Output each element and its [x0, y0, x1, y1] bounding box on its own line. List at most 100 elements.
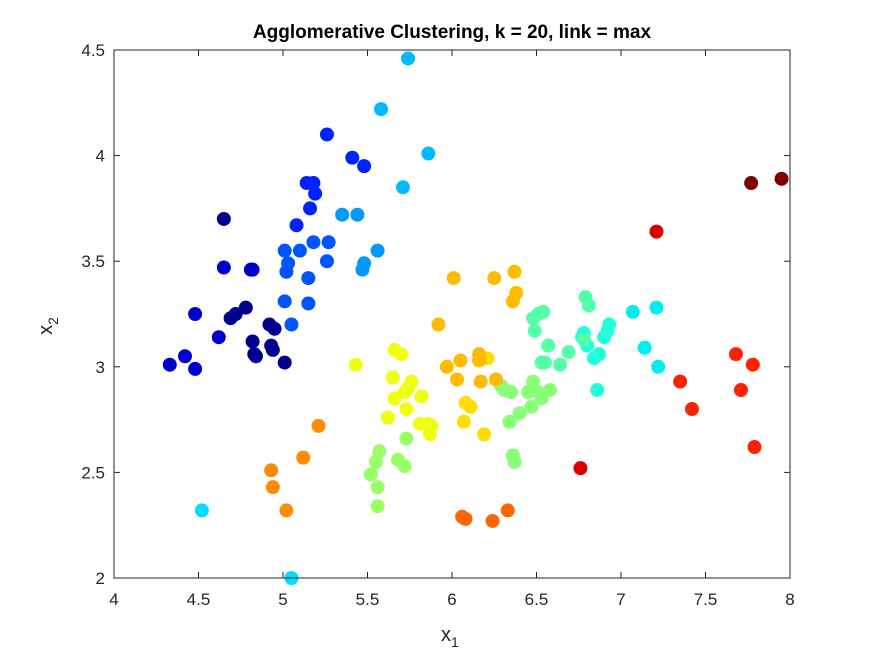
data-point [245, 334, 260, 349]
y-tick-label: 3.5 [81, 252, 105, 271]
data-point [357, 159, 372, 174]
data-point [592, 347, 607, 362]
data-point [602, 317, 617, 332]
x-tick-label: 6 [447, 590, 456, 609]
data-point [277, 294, 292, 309]
data-point [311, 418, 326, 433]
y-tick-label: 2 [96, 569, 105, 588]
data-point [188, 307, 203, 321]
x-axis-label-main: x [441, 624, 451, 646]
data-point [485, 513, 500, 528]
data-point [581, 298, 596, 313]
data-point [649, 224, 664, 239]
data-point [450, 372, 465, 387]
data-point [733, 383, 748, 398]
data-point [747, 440, 762, 455]
x-tick-label: 5.5 [356, 590, 380, 609]
data-point [521, 385, 536, 400]
data-point [281, 256, 296, 271]
data-point [284, 317, 299, 332]
x-tick-labels: 4 4.5 5 5.5 6 6.5 7 7.5 8 [109, 590, 794, 609]
data-point [372, 444, 387, 459]
data-point [509, 285, 524, 300]
data-point [637, 340, 652, 355]
data-point [264, 463, 279, 478]
data-point [625, 304, 640, 319]
data-point [306, 176, 321, 191]
data-point [472, 353, 487, 368]
data-point [319, 127, 334, 142]
x-tick-label: 7 [616, 590, 625, 609]
data-point [561, 345, 576, 360]
y-tick-label: 2.5 [81, 463, 105, 482]
data-point [543, 383, 558, 398]
data-point [162, 357, 177, 372]
data-point [590, 383, 605, 398]
data-point [279, 503, 294, 518]
data-point [504, 385, 519, 400]
data-point [345, 150, 360, 165]
data-point [414, 389, 429, 404]
data-point [350, 207, 365, 222]
data-point [673, 374, 688, 389]
x-tick-label: 4 [109, 590, 118, 609]
data-point [267, 321, 282, 336]
y-tick-labels: 2 2.5 3 3.5 4 4.5 [81, 41, 105, 588]
data-point [289, 218, 304, 233]
y-axis-label-main: x [35, 325, 57, 335]
data-point [537, 355, 552, 370]
data-point [238, 300, 253, 315]
data-point [401, 51, 416, 66]
data-point [363, 467, 378, 482]
y-tick-label: 4.5 [81, 41, 105, 60]
data-point [188, 361, 203, 376]
y-axis-label-subscript: 2 [45, 317, 61, 325]
y-tick-label: 3 [96, 358, 105, 377]
data-point [385, 370, 400, 385]
data-point [357, 256, 372, 271]
data-points [162, 51, 789, 585]
data-point [684, 402, 699, 417]
data-point [541, 338, 556, 353]
data-point [553, 357, 568, 372]
x-tick-label: 5 [278, 590, 287, 609]
data-point [303, 201, 318, 216]
data-point [728, 347, 743, 362]
data-point [526, 374, 541, 389]
y-tick-label: 4 [96, 147, 105, 166]
data-point [348, 357, 363, 372]
data-point [453, 353, 468, 368]
data-point [397, 459, 412, 474]
data-point [456, 414, 471, 429]
data-point [395, 180, 410, 195]
data-point [211, 330, 226, 345]
data-point [387, 391, 402, 406]
data-point [380, 410, 395, 425]
data-point [321, 235, 336, 250]
data-point [488, 372, 503, 387]
x-axis-label: x1 [441, 624, 459, 650]
data-point [265, 480, 280, 495]
data-point [223, 311, 238, 326]
data-point [458, 511, 473, 526]
x-tick-label: 7.5 [694, 590, 718, 609]
data-point [477, 427, 492, 442]
data-point [301, 296, 316, 311]
data-point [194, 503, 209, 518]
data-point [216, 260, 231, 275]
data-point [306, 235, 321, 250]
data-point [487, 271, 502, 286]
data-point [277, 355, 292, 370]
data-point [649, 300, 664, 315]
data-point [439, 359, 454, 374]
data-point [527, 323, 542, 338]
data-point [524, 399, 539, 414]
x-axis-label-subscript: 1 [451, 634, 459, 650]
data-point [512, 406, 527, 421]
data-point [399, 402, 414, 417]
data-point [446, 271, 461, 286]
data-point [431, 317, 446, 332]
data-point [370, 243, 385, 258]
data-point [536, 304, 551, 319]
